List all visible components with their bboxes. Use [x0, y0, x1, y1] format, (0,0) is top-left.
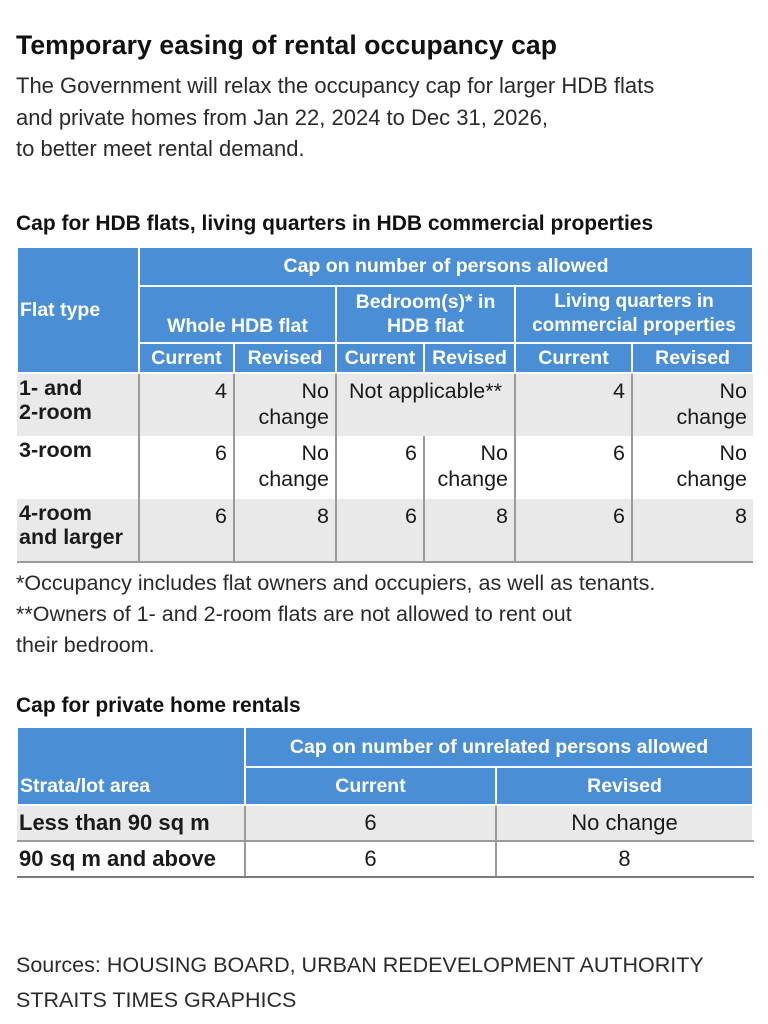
footnotes: *Occupancy includes flat owners and occu…	[16, 568, 655, 661]
sources-line: Sources: HOUSING BOARD, URBAN REDEVELOPM…	[16, 953, 704, 977]
bedroom-revised-cell: 8	[424, 499, 516, 563]
cell-line: change	[258, 405, 329, 429]
flat-type-line: and larger	[19, 525, 123, 549]
flat-type-cell: 4-room and larger	[17, 499, 140, 563]
living-current-cell: 4	[515, 373, 633, 436]
living-current-cell: 6	[515, 499, 633, 563]
sources-credit: Sources: HOUSING BOARD, URBAN REDEVELOPM…	[16, 948, 704, 1018]
flat-type-cell: 3-room	[17, 436, 140, 499]
cell-line: No	[719, 441, 748, 465]
cell-line: change	[676, 405, 748, 429]
living-revised-cell: 8	[632, 499, 754, 563]
bedroom-header: Bedroom(s)* in HDB flat	[335, 284, 516, 344]
intro-line: to better meet rental demand.	[16, 136, 305, 161]
cell-line: No	[480, 441, 508, 465]
living-quarters-header: Living quarters in commercial properties	[513, 284, 755, 344]
intro-line: The Government will relax the occupancy …	[16, 73, 655, 98]
flat-type-line: 1- and	[19, 376, 83, 400]
table-row: 1- and 2-room 4 No change Not applicable…	[17, 373, 754, 436]
intro-paragraph: The Government will relax the occupancy …	[16, 70, 756, 165]
whole-current-cell: 4	[139, 373, 235, 436]
whole-current-cell: 6	[139, 436, 235, 499]
private-current-cell: 6	[245, 805, 497, 842]
whole-revised-cell: 8	[234, 499, 337, 563]
living-current-cell: 6	[515, 436, 633, 499]
private-cap-group-header: Cap on number of unrelated persons allow…	[243, 726, 755, 768]
flat-type-header: Flat type	[16, 246, 140, 374]
whole-revised-cell: No change	[234, 373, 337, 436]
whole-flat-header: Whole HDB flat	[138, 284, 337, 344]
cell-line: No	[301, 379, 329, 403]
living-revised-header: Revised	[630, 341, 755, 374]
bedroom-current-header: Current	[335, 341, 425, 374]
whole-current-header: Current	[138, 341, 235, 374]
whole-revised-header: Revised	[233, 341, 337, 374]
page-title: Temporary easing of rental occupancy cap	[16, 30, 558, 60]
footnote-line: their bedroom.	[16, 633, 155, 657]
whole-revised-cell: No change	[234, 436, 337, 499]
bedroom-current-cell: 6	[336, 436, 425, 499]
cap-group-header: Cap on number of persons allowed	[137, 246, 755, 287]
bedroom-not-applicable-cell: Not applicable**	[336, 373, 516, 436]
flat-type-line: 3-room	[19, 438, 92, 462]
living-current-header: Current	[514, 341, 633, 374]
bedroom-revised-header: Revised	[423, 341, 516, 374]
cell-line: No	[719, 379, 748, 403]
strata-area-header: Strata/lot area	[16, 726, 246, 806]
area-cell: Less than 90 sq m	[17, 805, 246, 842]
table-row: Less than 90 sq m 6 No change	[17, 805, 755, 842]
living-revised-cell: No change	[632, 436, 754, 499]
living-revised-cell: No change	[632, 373, 754, 436]
cell-line: change	[258, 467, 329, 491]
private-revised-cell: 8	[496, 841, 755, 878]
footnote-line: **Owners of 1- and 2-room flats are not …	[16, 602, 572, 626]
private-section-title: Cap for private home rentals	[16, 694, 301, 717]
hdb-section-title: Cap for HDB flats, living quarters in HD…	[16, 212, 654, 235]
private-revised-header: Revised	[494, 766, 755, 806]
table-row: 4-room and larger 6 8 6 8 6 8	[17, 499, 754, 563]
private-revised-cell: No change	[496, 805, 755, 842]
footnote-line: *Occupancy includes flat owners and occu…	[16, 571, 656, 595]
whole-current-cell: 6	[139, 499, 235, 563]
flat-type-line: 4-room	[19, 501, 92, 525]
hdb-cap-table: Flat type Cap on number of persons allow…	[16, 246, 755, 563]
private-cap-table: Strata/lot area Cap on number of unrelat…	[16, 726, 755, 878]
bedroom-current-cell: 6	[336, 499, 425, 563]
table-row: 90 sq m and above 6 8	[17, 841, 755, 878]
flat-type-line: 2-room	[19, 400, 92, 424]
cell-line: No	[301, 441, 329, 465]
private-current-header: Current	[244, 766, 497, 806]
credit-line: STRAITS TIMES GRAPHICS	[16, 988, 297, 1012]
flat-type-cell: 1- and 2-room	[17, 373, 140, 436]
cell-line: change	[676, 467, 748, 491]
cell-line: change	[437, 467, 508, 491]
private-current-cell: 6	[245, 841, 497, 878]
area-cell: 90 sq m and above	[17, 841, 246, 878]
intro-line: and private homes from Jan 22, 2024 to D…	[16, 104, 548, 130]
table-row: 3-room 6 No change 6 No change 6 No chan…	[17, 436, 754, 499]
bedroom-revised-cell: No change	[424, 436, 516, 499]
